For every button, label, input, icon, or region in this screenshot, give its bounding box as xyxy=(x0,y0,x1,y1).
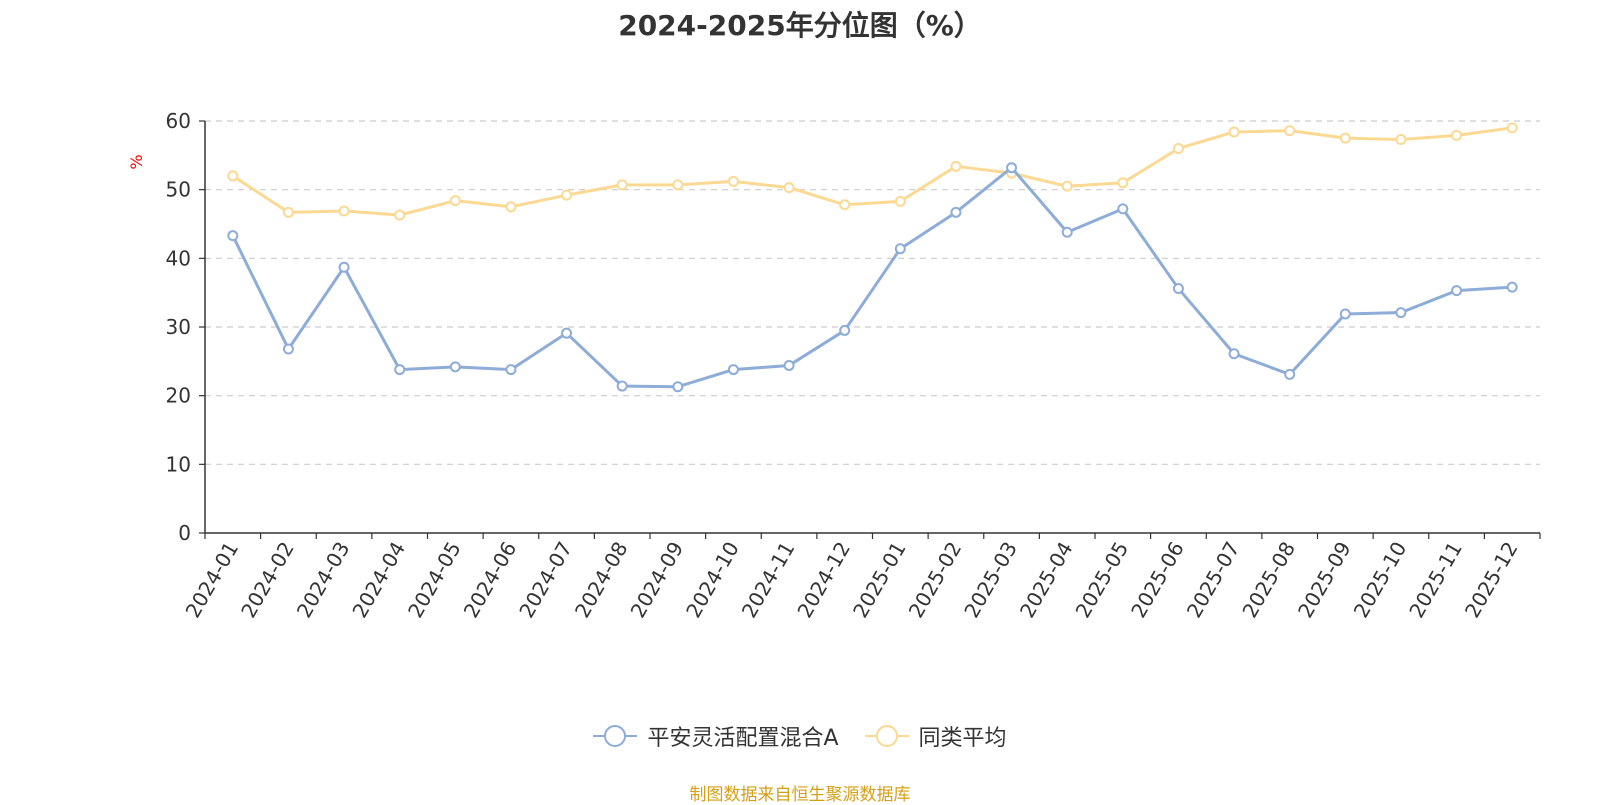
x-tick-label: 2025-06 xyxy=(1126,538,1189,622)
series-layer xyxy=(227,122,1518,393)
x-tick-label: 2025-12 xyxy=(1460,538,1523,622)
x-tick-label: 2025-11 xyxy=(1404,538,1467,622)
data-point-series-1 xyxy=(1172,283,1184,295)
y-tick-label: 20 xyxy=(166,384,191,408)
data-point-series-2 xyxy=(227,170,239,182)
data-point-series-2 xyxy=(672,179,684,191)
legend-label-series-1: 平安灵活配置混合A xyxy=(647,726,839,751)
x-tick-label: 2024-03 xyxy=(292,538,355,622)
x-tick-label: 2024-01 xyxy=(181,538,244,622)
data-point-series-1 xyxy=(783,359,795,371)
x-tick-label: 2025-01 xyxy=(848,538,911,622)
x-tick-label: 2024-04 xyxy=(347,538,410,622)
data-point-series-2 xyxy=(616,179,628,191)
x-tick-label: 2024-06 xyxy=(459,538,522,622)
data-point-series-1 xyxy=(394,364,406,376)
data-point-series-1 xyxy=(839,324,851,336)
x-tick-label: 2025-02 xyxy=(904,538,967,622)
data-point-series-1 xyxy=(449,361,461,373)
y-tick-label: 10 xyxy=(166,452,191,476)
data-point-series-2 xyxy=(1172,142,1184,154)
data-point-series-2 xyxy=(1228,126,1240,138)
data-point-series-2 xyxy=(561,189,573,201)
y-tick-label: 0 xyxy=(178,521,191,545)
data-point-series-1 xyxy=(561,327,573,339)
axes: 01020304050602024-012024-022024-032024-0… xyxy=(166,109,1541,622)
y-tick-label: 50 xyxy=(166,178,191,202)
x-tick-label: 2024-08 xyxy=(570,538,633,622)
data-point-series-2 xyxy=(839,199,851,211)
data-point-series-2 xyxy=(338,205,350,217)
data-point-series-2 xyxy=(282,206,294,218)
data-point-series-1 xyxy=(1228,348,1240,360)
data-point-series-1 xyxy=(950,206,962,218)
y-tick-label: 40 xyxy=(166,246,191,270)
data-point-series-1 xyxy=(1395,307,1407,319)
data-point-series-2 xyxy=(1284,125,1296,137)
x-tick-label: 2024-02 xyxy=(236,538,299,622)
x-tick-label: 2025-09 xyxy=(1293,538,1356,622)
data-point-series-1 xyxy=(1284,368,1296,380)
x-tick-label: 2025-04 xyxy=(1015,538,1078,622)
data-point-series-1 xyxy=(672,381,684,393)
data-point-series-2 xyxy=(783,182,795,194)
data-point-series-2 xyxy=(449,195,461,207)
data-point-series-2 xyxy=(505,201,517,213)
y-axis-label: % xyxy=(127,154,146,169)
x-tick-label: 2025-10 xyxy=(1349,538,1412,622)
data-point-series-2 xyxy=(1506,122,1518,134)
data-point-series-1 xyxy=(1117,203,1129,215)
data-point-series-2 xyxy=(1117,177,1129,189)
x-tick-label: 2025-08 xyxy=(1237,538,1300,622)
legend-item-series-1[interactable]: 平安灵活配置混合A xyxy=(593,720,839,752)
data-point-series-2 xyxy=(1451,129,1463,141)
legend: 平安灵活配置混合A 同类平均 xyxy=(0,720,1600,752)
data-point-series-1 xyxy=(338,261,350,273)
data-point-series-2 xyxy=(394,209,406,221)
grid-lines xyxy=(205,120,1540,465)
data-point-series-1 xyxy=(1451,285,1463,297)
legend-label-series-2: 同类平均 xyxy=(918,726,1007,751)
y-tick-label: 60 xyxy=(166,109,191,133)
data-point-series-2 xyxy=(727,175,739,187)
x-tick-label: 2025-07 xyxy=(1182,538,1245,622)
x-tick-label: 2025-05 xyxy=(1071,538,1134,622)
line-chart: 01020304050602024-012024-022024-032024-0… xyxy=(127,109,1541,622)
data-point-series-2 xyxy=(1395,134,1407,146)
legend-marker-series-2 xyxy=(864,725,909,747)
y-tick-label: 30 xyxy=(166,315,191,339)
data-point-series-1 xyxy=(1061,226,1073,238)
data-point-series-1 xyxy=(1506,281,1518,293)
x-tick-label: 2024-10 xyxy=(681,538,744,622)
series-line-1 xyxy=(231,166,1513,389)
x-tick-label: 2024-12 xyxy=(792,538,855,622)
data-point-series-1 xyxy=(227,230,239,242)
data-point-series-1 xyxy=(727,364,739,376)
data-point-series-1 xyxy=(1339,308,1351,320)
x-tick-label: 2024-05 xyxy=(403,538,466,622)
data-point-series-1 xyxy=(282,343,294,355)
legend-marker-series-1 xyxy=(593,725,638,747)
chart-title: 2024-2025年分位图（%） xyxy=(618,9,982,42)
x-tick-label: 2024-11 xyxy=(737,538,800,622)
data-point-series-2 xyxy=(950,160,962,172)
data-point-series-1 xyxy=(894,243,906,255)
data-point-series-2 xyxy=(894,195,906,207)
data-point-series-1 xyxy=(616,380,628,392)
legend-item-series-2[interactable]: 同类平均 xyxy=(864,720,1007,752)
data-source-note: 制图数据来自恒生聚源数据库 xyxy=(689,785,911,805)
data-point-series-2 xyxy=(1061,180,1073,192)
x-tick-label: 2025-03 xyxy=(959,538,1022,622)
x-tick-label: 2024-07 xyxy=(514,538,577,622)
x-tick-label: 2024-09 xyxy=(626,538,689,622)
data-point-series-1 xyxy=(1006,162,1018,174)
series-line-2 xyxy=(231,126,1513,217)
data-point-series-2 xyxy=(1339,132,1351,144)
data-point-series-1 xyxy=(505,364,517,376)
